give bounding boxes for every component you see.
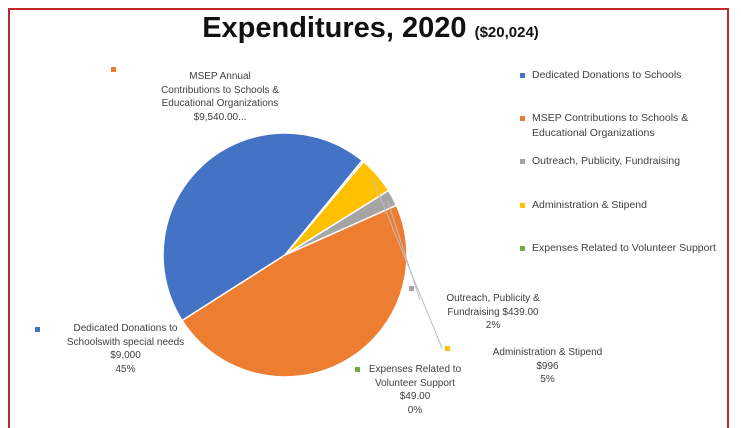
legend-label: Administration & Stipend bbox=[532, 199, 647, 211]
chart-title: Expenditures, 2020 bbox=[202, 12, 467, 44]
data-label-admin: Administration & Stipend $996 5% bbox=[445, 346, 625, 387]
data-label-marker bbox=[445, 346, 450, 351]
leader-line-outreach bbox=[387, 200, 421, 301]
pie-slice-dedicated bbox=[162, 132, 364, 322]
chart-subtitle: ($20,024) bbox=[474, 24, 539, 41]
legend-swatch bbox=[520, 159, 525, 164]
legend-label: MSEP Contributions to Schools & Educatio… bbox=[532, 112, 689, 139]
chart-title-block: Expenditures, 2020 ($20,024) bbox=[0, 12, 741, 45]
legend-swatch bbox=[520, 116, 525, 121]
legend-label: Outreach, Publicity, Fundraising bbox=[532, 155, 681, 167]
legend-item-dedicated: Dedicated Donations to Schools bbox=[520, 68, 681, 83]
data-label-msep: MSEP Annual Contributions to Schools & E… bbox=[111, 67, 315, 124]
data-label-outreach: Outreach, Publicity & Fundraising $439.0… bbox=[409, 286, 563, 333]
data-label-marker bbox=[35, 327, 40, 332]
pie-slice-msep bbox=[181, 204, 408, 378]
legend-swatch bbox=[520, 73, 525, 78]
legend-item-outreach: Outreach, Publicity, Fundraising bbox=[520, 154, 680, 169]
legend-item-admin: Administration & Stipend bbox=[520, 198, 647, 213]
legend-swatch bbox=[520, 246, 525, 251]
legend-item-volunteer: Expenses Related to Volunteer Support bbox=[520, 241, 716, 256]
data-label-volunteer: Expenses Related to Volunteer Support $4… bbox=[350, 363, 480, 417]
chart-frame bbox=[8, 8, 729, 428]
data-label-marker bbox=[409, 286, 414, 291]
legend-label: Expenses Related to Volunteer Support bbox=[532, 242, 716, 254]
legend-item-msep: MSEP Contributions to Schools & Educatio… bbox=[520, 111, 725, 141]
legend-label: Dedicated Donations to Schools bbox=[532, 69, 682, 81]
legend-swatch bbox=[520, 203, 525, 208]
data-label-marker bbox=[355, 367, 360, 372]
data-label-marker bbox=[111, 67, 116, 72]
leader-line-admin bbox=[372, 178, 443, 349]
data-label-dedicated: Dedicated Donations to Schoolswith speci… bbox=[35, 322, 213, 376]
